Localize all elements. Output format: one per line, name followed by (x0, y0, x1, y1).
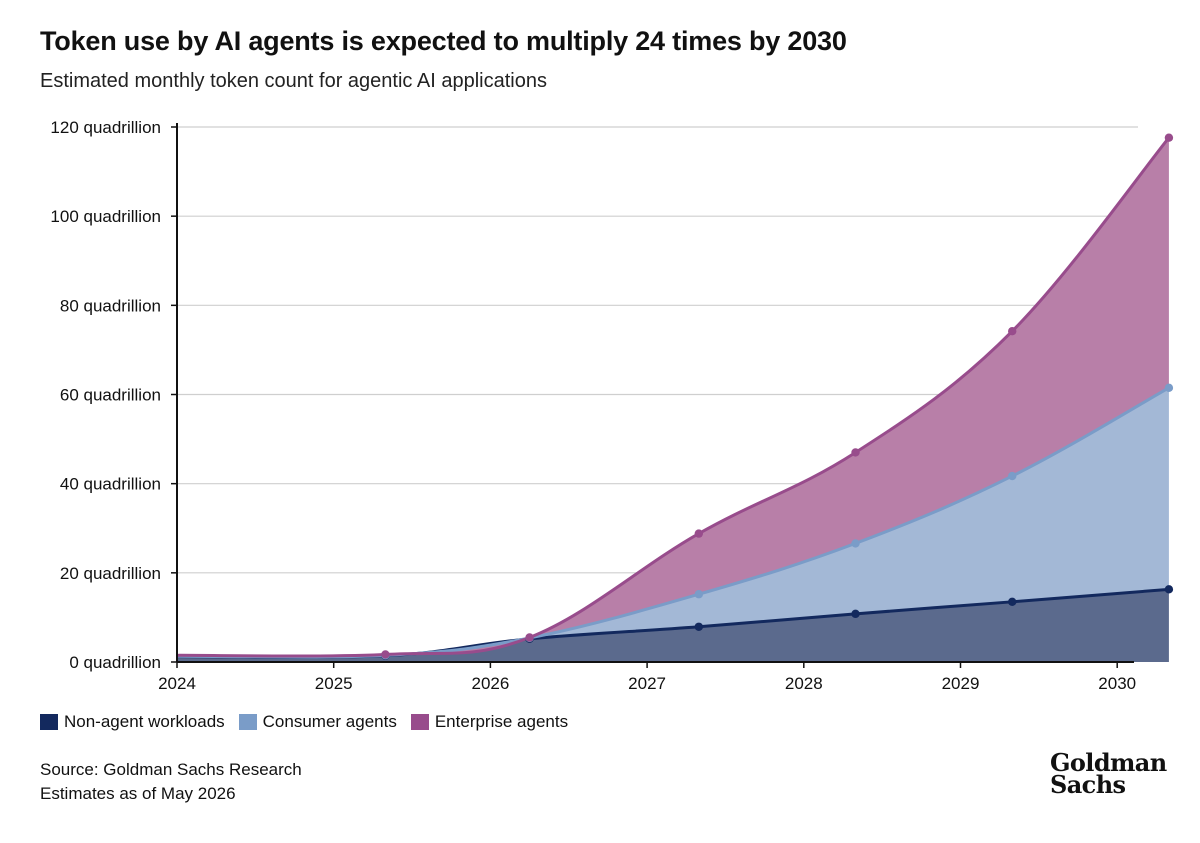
goldman-sachs-logo: Goldman Sachs (1050, 748, 1167, 799)
y-tick-label-0: 0 quadrillion (69, 653, 161, 672)
y-tick-label-60: 60 quadrillion (60, 386, 161, 405)
point-enterprise-6 (1164, 133, 1174, 142)
logo-line-2: Sachs (1050, 770, 1126, 799)
point-consumer-5 (1008, 471, 1017, 481)
x-tick-label-2029: 2029 (942, 674, 980, 693)
source-note: Source: Goldman Sachs Research Estimates… (40, 758, 302, 806)
point-enterprise-3 (694, 529, 704, 538)
point-enterprise-2 (525, 633, 534, 642)
source-line: Source: Goldman Sachs Research (40, 760, 302, 779)
legend: Non-agent workloads Consumer agents Ente… (40, 712, 568, 732)
point-enterprise-5 (1008, 326, 1017, 336)
y-tick-label-100: 100 quadrillion (50, 207, 161, 226)
x-tick-label-2030: 2030 (1098, 674, 1136, 693)
legend-item-enterprise: Enterprise agents (410, 712, 569, 732)
chart-subtitle: Estimated monthly token count for agenti… (40, 70, 547, 92)
point-consumer-4 (851, 539, 860, 548)
y-tick-label-80: 80 quadrillion (60, 296, 161, 315)
series-areas (177, 137, 1169, 662)
x-tick-label-2026: 2026 (471, 674, 509, 693)
logo-line-1: Goldman (1050, 748, 1167, 777)
area-non-agent (177, 589, 1169, 662)
y-tick-labels: 0 quadrillion 20 quadrillion 40 quadrillio… (50, 118, 161, 672)
x-tick-labels: 2024 2025 2026 2027 2028 2029 2030 (158, 674, 1136, 693)
y-tick-label-120: 120 quadrillion (50, 118, 161, 137)
estimate-date-line: Estimates as of May 2026 (40, 784, 236, 803)
x-tick-label-2028: 2028 (785, 674, 823, 693)
area-consumer (177, 387, 1169, 658)
point-enterprise-1 (381, 650, 390, 659)
point-consumer-3 (694, 590, 704, 599)
legend-swatch-non-agent (40, 714, 58, 730)
legend-swatch-enterprise (410, 714, 429, 730)
point-enterprise-4 (851, 448, 860, 457)
point-non-agent-3 (694, 622, 704, 631)
series-points (381, 133, 1174, 660)
legend-label-non-agent: Non-agent workloads (64, 712, 225, 731)
point-non-agent-4 (851, 609, 860, 619)
legend-item-consumer: Consumer agents (238, 712, 397, 732)
chart-title: Token use by AI agents is expected to mu… (40, 26, 847, 56)
legend-swatch-consumer (238, 714, 257, 730)
point-non-agent-6 (1164, 585, 1174, 594)
y-tick-label-40: 40 quadrillion (60, 475, 161, 494)
point-non-agent-5 (1008, 597, 1017, 607)
axes (171, 123, 1134, 668)
legend-label-consumer: Consumer agents (262, 712, 397, 731)
area-enterprise (177, 137, 1169, 658)
x-tick-label-2025: 2025 (315, 674, 353, 693)
legend-item-non-agent: Non-agent workloads (40, 712, 225, 732)
x-tick-label-2027: 2027 (628, 674, 666, 693)
x-tick-label-2024: 2024 (158, 674, 196, 693)
legend-label-enterprise: Enterprise agents (434, 712, 569, 731)
y-tick-label-20: 20 quadrillion (60, 564, 161, 583)
point-consumer-6 (1164, 383, 1174, 393)
